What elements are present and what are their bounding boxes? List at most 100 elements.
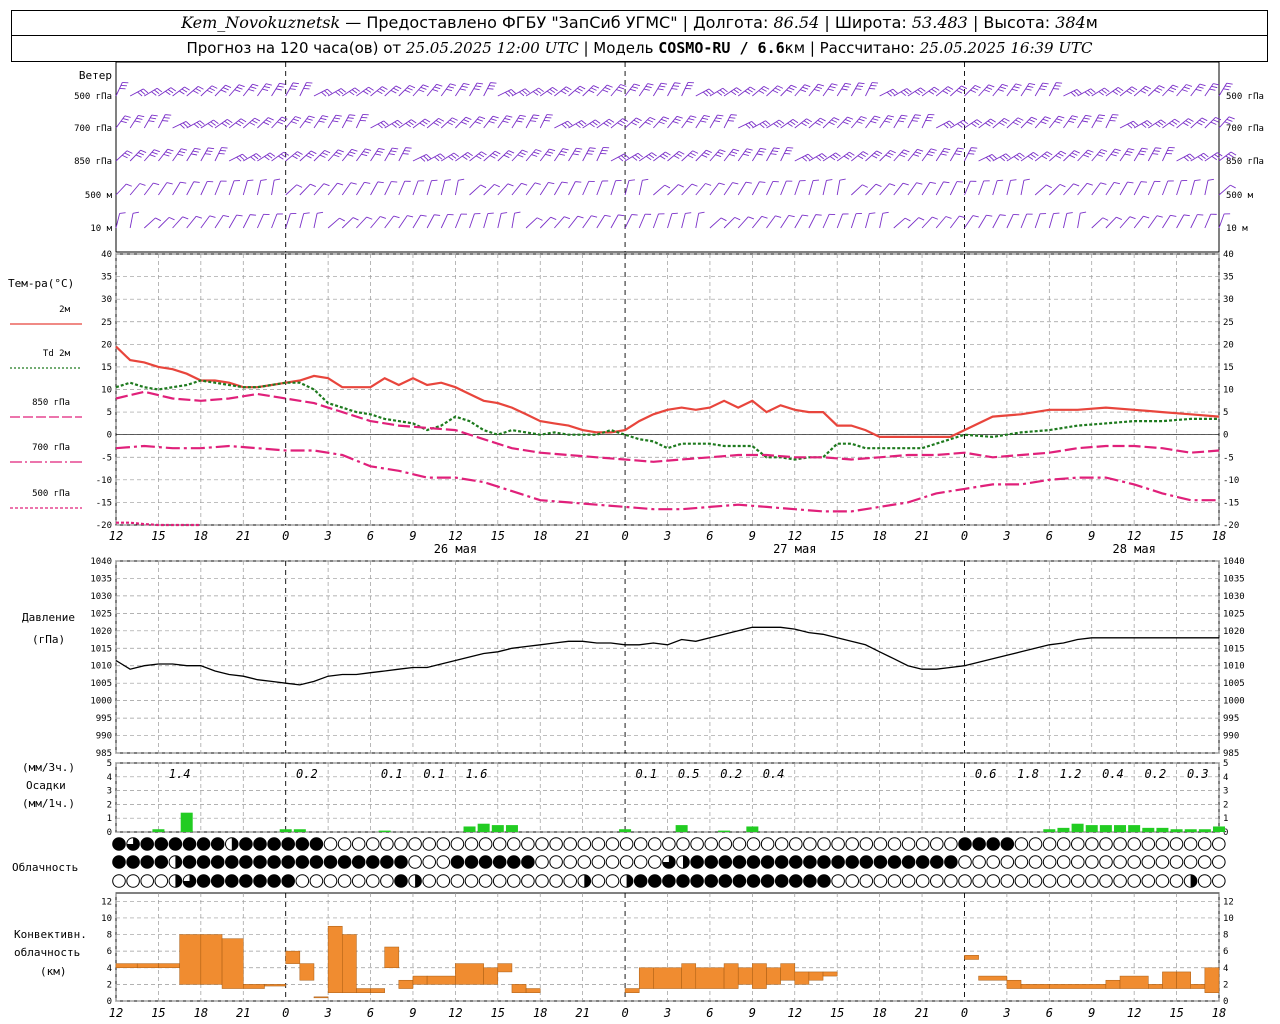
wind-barb-flag xyxy=(956,89,963,94)
wind-barb xyxy=(1020,180,1025,196)
wind-barb-flag xyxy=(305,154,312,159)
wind-barb xyxy=(681,82,689,97)
wind-barb-flag xyxy=(1042,118,1049,122)
wind-barb xyxy=(228,118,242,129)
wind-barb-flag xyxy=(1199,119,1205,124)
precipitation-bar xyxy=(1099,825,1112,832)
wind-barb xyxy=(1034,184,1047,196)
wind-barb xyxy=(950,119,964,129)
wind-barb xyxy=(907,182,917,196)
wind-barb-flag xyxy=(156,87,163,93)
wind-barb xyxy=(907,114,916,129)
wind-barb-flag xyxy=(536,217,543,221)
wind-barb-flag xyxy=(617,122,623,127)
wind-barb-flag xyxy=(564,122,570,128)
wind-barb xyxy=(1034,116,1046,129)
wind-barb-flag xyxy=(969,150,976,152)
wind-barb-flag xyxy=(959,215,966,219)
wind-barb-flag xyxy=(438,117,445,122)
cloud-symbol xyxy=(549,837,563,851)
x-tick-label-bottom: 9 xyxy=(1088,1006,1095,1020)
temperature-ytick-left: -5 xyxy=(101,453,112,463)
wind-barb-flag xyxy=(1076,89,1082,94)
wind-barb-flag xyxy=(546,90,553,95)
wind-barb-flag xyxy=(636,117,642,122)
wind-barb-flag xyxy=(248,88,255,92)
wind-barb xyxy=(313,213,318,229)
wind-barb-flag xyxy=(207,123,214,128)
x-tick-label-bottom: 18 xyxy=(194,1006,208,1020)
wind-barb-flag xyxy=(999,156,1005,162)
wind-barb-flag xyxy=(857,155,864,160)
wind-barb-flag xyxy=(153,149,160,153)
wind-barb xyxy=(398,147,407,162)
pressure-ytick-right: 1040 xyxy=(1223,557,1245,567)
wind-barb xyxy=(596,147,604,162)
wind-barb-flag xyxy=(424,118,431,123)
cloud-symbol xyxy=(464,855,479,869)
wind-barb-flag xyxy=(549,148,556,152)
wind-barb-flag xyxy=(956,150,963,153)
wind-barb-flag xyxy=(659,155,666,160)
precipitation-ytick-right: 0 xyxy=(1223,828,1228,838)
wind-barb-flag xyxy=(249,122,256,126)
wind-barb-flag xyxy=(505,91,511,97)
wind-barb-flag xyxy=(731,151,738,154)
wind-barb-flag xyxy=(1005,153,1011,158)
wind-barb-flag xyxy=(1182,122,1189,127)
convective-bar xyxy=(1148,984,1163,989)
cloud-symbol xyxy=(972,874,986,888)
wind-level-right: 700 гПа xyxy=(1226,124,1264,134)
wind-barb-flag xyxy=(678,150,685,155)
wind-barb-flag xyxy=(535,149,542,152)
wind-barb-flag xyxy=(637,152,643,158)
wind-barb xyxy=(978,118,991,129)
cloud-symbol xyxy=(676,874,690,888)
wind-barb xyxy=(497,183,509,196)
cloud-symbol xyxy=(1028,855,1043,869)
wind-barb xyxy=(1048,115,1059,129)
precipitation-bar xyxy=(1071,823,1084,832)
wind-barb-flag xyxy=(318,120,325,123)
wind-barb xyxy=(285,82,294,97)
wind-barb xyxy=(356,86,369,97)
wind-barb xyxy=(1176,153,1191,162)
cloud-symbol xyxy=(760,874,775,888)
wind-barb-flag xyxy=(946,122,952,127)
wind-barb-flag xyxy=(446,88,453,92)
wind-barb-flag xyxy=(475,155,482,160)
precipitation-ytick-right: 3 xyxy=(1223,787,1228,797)
wind-barb xyxy=(1204,117,1216,129)
temperature-ytick-left: 0 xyxy=(107,431,112,441)
wind-barb-flag xyxy=(236,156,242,162)
convective-ytick-right: 8 xyxy=(1223,931,1228,941)
wind-barb-flag xyxy=(192,150,199,153)
wind-barb xyxy=(342,87,356,97)
wind-barb xyxy=(582,147,591,162)
cloud-symbol xyxy=(337,837,352,851)
wind-barb xyxy=(681,115,691,129)
wind-barb-flag xyxy=(722,87,728,93)
wind-barb-flag xyxy=(1146,120,1153,125)
wind-barb xyxy=(341,114,350,129)
wind-barb-flag xyxy=(508,150,515,154)
wind-barb-flag xyxy=(1129,216,1136,220)
wind-barb-flag xyxy=(643,88,650,91)
wind-barb-flag xyxy=(691,183,698,187)
wind-barb-flag xyxy=(170,87,177,92)
wind-barb-flag xyxy=(564,216,571,220)
cloud-symbol xyxy=(930,855,944,869)
cloud-quarter-fill xyxy=(662,855,676,869)
wind-barb xyxy=(850,82,859,97)
wind-barb-flag xyxy=(633,83,641,87)
cloud-symbol xyxy=(549,874,563,888)
wind-barb xyxy=(327,149,339,162)
wind-barb-flag xyxy=(986,214,993,217)
wind-barb xyxy=(285,184,297,196)
wind-barb xyxy=(638,180,643,196)
wind-barb-flag xyxy=(829,156,836,161)
precipitation-ytick-right: 4 xyxy=(1223,773,1228,783)
wind-barb-flag xyxy=(1019,152,1025,158)
wind-barb-flag xyxy=(889,90,895,96)
wind-barb xyxy=(766,147,775,162)
